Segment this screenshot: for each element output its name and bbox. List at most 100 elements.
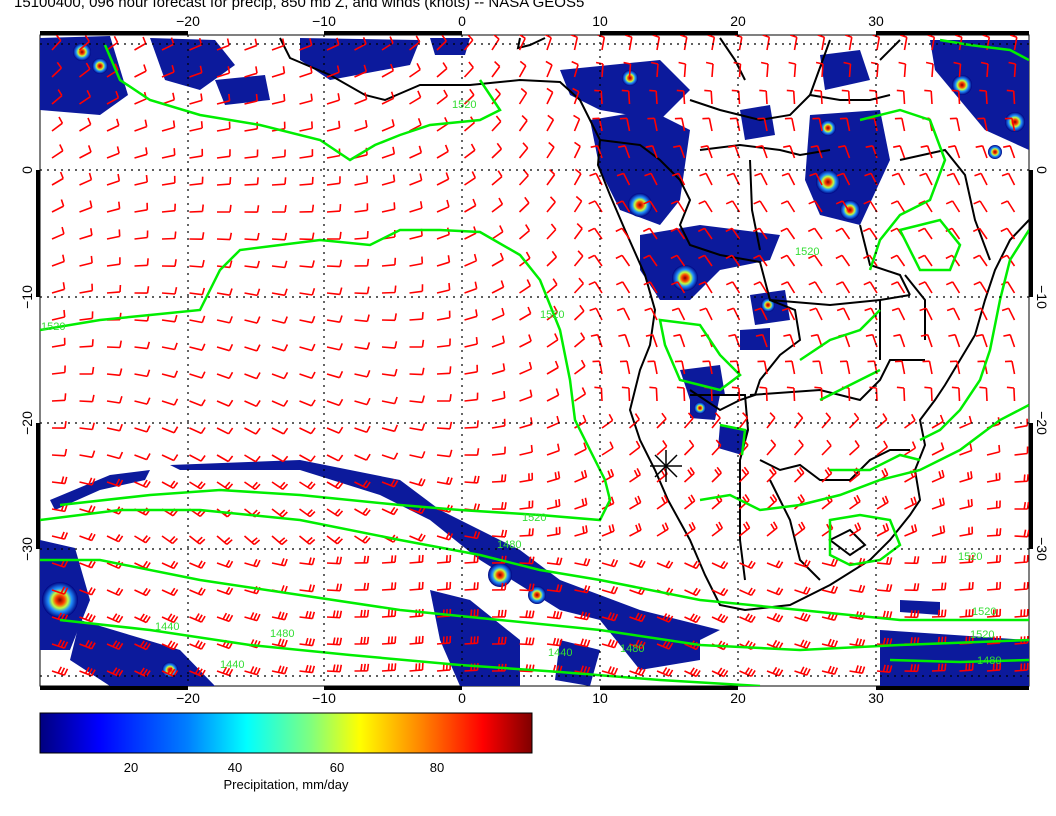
wind-barb xyxy=(326,120,341,132)
wind-barb xyxy=(619,360,631,375)
wind-barb xyxy=(766,494,778,510)
wind-barb xyxy=(931,497,945,510)
wind-barb xyxy=(354,92,368,105)
wind-barb xyxy=(766,612,784,623)
wind-barb xyxy=(571,60,579,78)
wind-barb xyxy=(601,612,619,622)
wind-barb xyxy=(79,339,94,348)
wind-barb xyxy=(678,61,687,78)
wind-barb xyxy=(299,637,316,647)
wind-barb xyxy=(789,35,798,51)
wind-barb xyxy=(464,364,479,375)
wind-barb xyxy=(876,664,893,673)
wind-barb xyxy=(973,254,988,267)
wind-barb xyxy=(189,481,206,490)
wind-barb xyxy=(573,304,585,321)
wind-barb xyxy=(79,172,93,186)
wind-barb xyxy=(849,665,866,674)
wind-barb xyxy=(869,386,878,402)
wind-barb xyxy=(491,474,507,483)
wind-barb xyxy=(436,199,450,213)
wind-barb xyxy=(189,148,204,159)
wind-barb xyxy=(519,583,535,592)
wind-barb xyxy=(754,172,768,186)
wind-barb xyxy=(409,635,424,645)
wind-barb xyxy=(629,666,646,677)
wind-barb xyxy=(271,427,289,435)
wind-barb xyxy=(161,64,175,78)
wind-barb xyxy=(326,664,343,673)
lon-tick-label: 0 xyxy=(458,13,466,29)
wind-barb xyxy=(973,281,988,294)
wind-barb xyxy=(354,397,371,406)
wind-barb xyxy=(780,254,796,267)
wind-barb xyxy=(849,494,861,510)
wind-barb xyxy=(1004,360,1016,375)
wind-barb xyxy=(161,560,179,570)
lon-tick-label: −10 xyxy=(312,690,336,706)
wind-barb xyxy=(436,635,452,645)
wind-barb xyxy=(573,195,583,213)
wind-barb xyxy=(326,508,344,517)
wind-barb xyxy=(491,636,507,645)
wind-barb xyxy=(464,636,479,645)
wind-barb xyxy=(326,176,341,186)
wind-barb xyxy=(216,38,230,51)
wind-barb xyxy=(573,114,581,132)
wind-barb xyxy=(786,386,796,402)
wind-barb xyxy=(739,667,756,678)
wind-barb xyxy=(711,613,729,624)
wind-barb xyxy=(409,423,426,431)
wind-barb xyxy=(354,453,371,461)
lon-tick-label: −10 xyxy=(312,13,336,29)
wind-barb xyxy=(980,61,989,78)
wind-barb xyxy=(216,559,234,569)
wind-barb xyxy=(326,637,343,646)
wind-barb xyxy=(738,494,750,510)
wind-barb xyxy=(574,387,587,402)
wind-barb xyxy=(491,88,501,105)
wind-barb xyxy=(243,535,261,546)
wind-barb xyxy=(725,254,741,267)
wind-barb xyxy=(794,521,806,537)
wind-barb xyxy=(891,172,906,186)
wind-barb xyxy=(793,439,804,456)
wind-barb xyxy=(79,612,96,623)
map-title: 15100400, 096 hour forecast for precip, … xyxy=(14,0,585,11)
wind-barb xyxy=(271,399,289,407)
wind-barb xyxy=(812,117,823,132)
wind-barb xyxy=(704,89,713,105)
wind-barb xyxy=(464,582,479,591)
wind-barb xyxy=(216,288,233,296)
wind-barb xyxy=(836,307,851,321)
wind-barb xyxy=(79,255,93,267)
wind-barb xyxy=(51,199,65,213)
wind-barb xyxy=(464,555,479,564)
wind-barb xyxy=(79,200,93,213)
wind-barb xyxy=(1014,608,1029,618)
wind-barb xyxy=(959,582,974,591)
wind-barb xyxy=(1006,386,1016,402)
wind-barb xyxy=(326,454,344,462)
wind-barb xyxy=(644,172,658,186)
wind-barb xyxy=(381,368,398,377)
wind-barb xyxy=(759,386,768,402)
wind-barb xyxy=(812,360,823,375)
wind-barb xyxy=(216,612,234,623)
wind-barb xyxy=(491,609,507,618)
wind-barb xyxy=(244,344,261,352)
wind-barb xyxy=(959,498,973,510)
wind-barb xyxy=(711,412,721,429)
wind-barb xyxy=(244,372,261,380)
wind-barb xyxy=(574,638,591,648)
wind-barb xyxy=(354,119,368,132)
wind-barb xyxy=(1008,61,1017,78)
wind-barb xyxy=(629,639,646,650)
wind-barb xyxy=(621,89,631,105)
wind-barb xyxy=(647,117,658,132)
wind-barb xyxy=(518,224,531,240)
wind-barb xyxy=(216,639,234,650)
wind-barb xyxy=(656,522,669,537)
wind-barb xyxy=(79,311,94,321)
